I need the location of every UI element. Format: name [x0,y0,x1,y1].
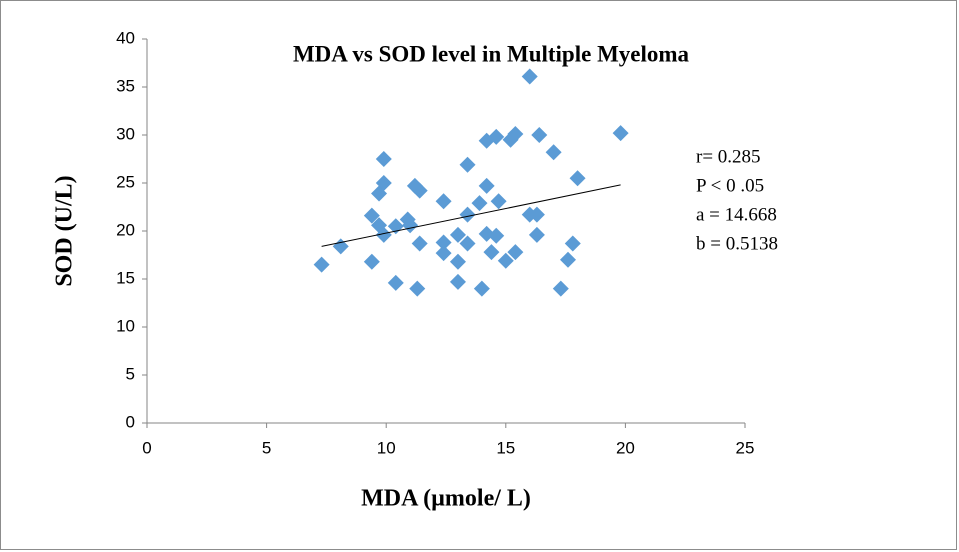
scatter-point [612,125,629,142]
scatter-point [488,128,505,145]
scatter-point [521,68,538,85]
annotation: b = 0.5138 [696,233,778,254]
scatter-point [488,227,505,244]
chart-title: MDA vs SOD level in Multiple Myeloma [293,41,690,66]
y-tick-label: 35 [116,76,135,95]
scatter-point [435,245,452,262]
scatter-point [545,144,562,161]
x-tick-label: 10 [377,438,396,457]
scatter-point [363,207,380,224]
scatter-point [471,195,488,212]
scatter-point [531,127,548,143]
scatter-point [449,253,466,270]
y-tick-label: 10 [116,316,135,335]
scatter-point [483,244,500,261]
trendline [321,184,621,247]
scatter-point [528,226,545,243]
scatter-point [507,244,524,261]
scatter-point [490,193,507,210]
scatter-point [375,175,392,191]
scatter-point [564,235,581,252]
y-tick-label: 20 [116,220,135,239]
scatter-point [459,235,476,252]
scatter-point [375,226,392,243]
x-tick-label: 15 [496,438,515,457]
y-axis-title: SOD (U/L) [52,175,78,286]
annotation: P < 0 .05 [696,175,764,196]
scatter-point [478,177,495,194]
scatter-point [528,206,545,223]
scatter-point [449,273,466,290]
scatter-point [449,226,466,243]
scatter-point [473,280,490,297]
x-axis-title: MDA (µmole/ L) [361,486,531,512]
scatter-point [569,170,586,187]
annotation: a = 14.668 [696,204,777,225]
scatter-point [387,274,404,291]
scatter-point [375,151,392,167]
x-tick-label: 25 [736,438,755,457]
x-tick-label: 20 [616,438,635,457]
scatter-point [459,206,476,223]
y-tick-label: 15 [116,268,135,287]
scatter-point [459,156,476,173]
annotation: r= 0.285 [696,146,761,167]
x-tick-label: 5 [262,438,271,457]
scatter-point [411,182,428,199]
y-tick-label: 30 [116,124,135,143]
scatter-point [411,235,428,252]
scatter-point [507,126,524,143]
scatter-point [552,280,569,297]
x-tick-label: 0 [142,438,151,457]
scatter-point [435,193,452,210]
scatter-point [332,238,349,255]
y-tick-label: 0 [126,412,135,431]
y-tick-label: 40 [116,28,135,47]
scatter-point [313,256,330,273]
y-tick-label: 5 [126,364,135,383]
scatter-point [497,252,514,269]
scatter-point [409,280,426,297]
scatter-point [363,253,380,270]
scatter-point [435,234,452,251]
y-tick-label: 25 [116,172,135,191]
scatter-point [559,251,576,268]
